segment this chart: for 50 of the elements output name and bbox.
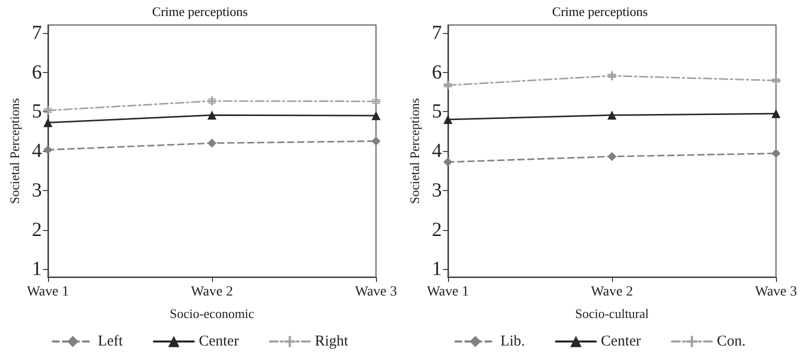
y-axis-title: Societal Perceptions <box>7 98 22 204</box>
point <box>607 71 616 80</box>
point <box>371 111 380 120</box>
legend-label: Center <box>600 334 641 350</box>
point <box>371 136 380 146</box>
legend-label: Center <box>198 334 239 350</box>
legend-label: Con. <box>716 334 746 350</box>
y-tick-label: 7 <box>32 22 42 44</box>
y-tick-label: 6 <box>32 61 42 84</box>
y-tick-label: 1 <box>32 258 42 280</box>
y-axis-title: Societal Perceptions <box>407 98 422 204</box>
point <box>771 76 780 86</box>
point <box>43 118 52 128</box>
point <box>207 96 216 106</box>
point <box>207 138 216 148</box>
y-tick-label: 2 <box>32 218 42 241</box>
y-tick-label: 2 <box>432 218 442 241</box>
y-tick-label: 1 <box>432 258 442 280</box>
chart-title: Crime perceptions <box>152 4 248 19</box>
legend-label: Left <box>98 334 124 350</box>
x-tick-label: Wave 2 <box>590 284 633 300</box>
legend-label: Right <box>314 334 349 350</box>
point <box>207 110 216 120</box>
x-tick-label: Wave 3 <box>354 284 398 300</box>
y-tick-label: 7 <box>432 22 442 44</box>
point <box>443 158 452 167</box>
point <box>771 148 780 158</box>
x-axis-title: Socio-cultural <box>575 306 650 321</box>
y-tick-label: 5 <box>432 100 442 123</box>
point <box>43 145 52 154</box>
legend-label: Lib. <box>500 334 525 350</box>
point <box>771 109 780 118</box>
x-tick-label: Wave 2 <box>190 284 233 300</box>
y-tick-label: 3 <box>32 179 42 202</box>
x-tick-label: Wave 3 <box>754 284 798 300</box>
y-tick-label: 5 <box>32 100 42 123</box>
y-tick-label: 6 <box>432 61 442 84</box>
point <box>443 80 452 90</box>
point <box>443 115 452 124</box>
point <box>371 96 380 106</box>
point <box>607 152 616 162</box>
point <box>607 110 616 120</box>
x-tick-label: Wave 1 <box>26 284 69 300</box>
point <box>43 106 52 115</box>
y-tick-label: 3 <box>432 179 442 202</box>
x-tick-label: Wave 1 <box>426 284 469 300</box>
y-tick-label: 4 <box>432 140 442 162</box>
x-axis-title: Socio-economic <box>170 306 254 321</box>
y-tick-label: 4 <box>32 140 42 162</box>
chart-title: Crime perceptions <box>552 4 648 19</box>
